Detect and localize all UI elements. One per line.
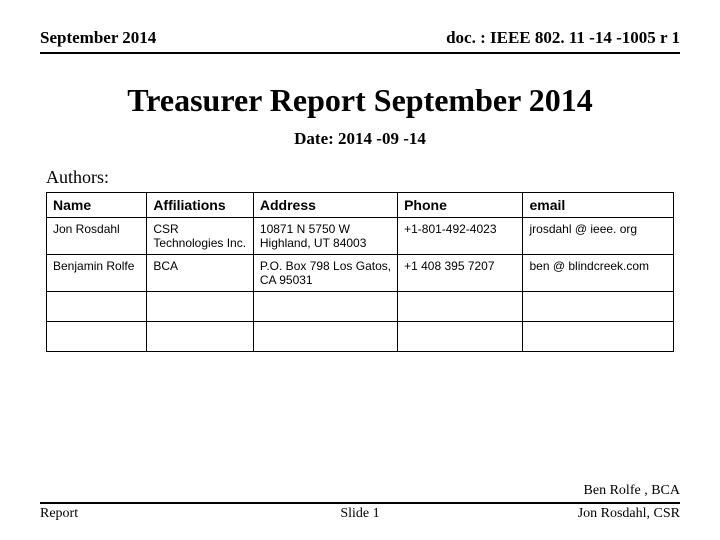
cell-email: [523, 292, 674, 322]
cell-phone: +1-801-492-4023: [398, 218, 523, 255]
col-header-phone: Phone: [398, 193, 523, 218]
footer-credit-2: Jon Rosdahl, CSR: [578, 506, 680, 522]
footer-credits: Ben Rolfe , BCA: [40, 483, 680, 500]
cell-name: Jon Rosdahl: [47, 218, 147, 255]
col-header-email: email: [523, 193, 674, 218]
cell-name: [47, 322, 147, 352]
cell-address: P.O. Box 798 Los Gatos, CA 95031: [253, 255, 397, 292]
header-date: September 2014: [40, 28, 156, 48]
table-header-row: Name Affiliations Address Phone email: [47, 193, 674, 218]
footer-center: Slide 1: [340, 506, 379, 522]
cell-address: 10871 N 5750 W Highland, UT 84003: [253, 218, 397, 255]
cell-address: [253, 322, 397, 352]
footer-credit-1: Ben Rolfe , BCA: [40, 483, 680, 500]
authors-label: Authors:: [46, 167, 720, 188]
footer-left: Report: [40, 506, 78, 522]
col-header-affiliations: Affiliations: [147, 193, 254, 218]
table-row: Benjamin Rolfe BCA P.O. Box 798 Los Gato…: [47, 255, 674, 292]
footer: Ben Rolfe , BCA Report Slide 1 Jon Rosda…: [40, 483, 680, 522]
cell-phone: +1 408 395 7207: [398, 255, 523, 292]
cell-email: [523, 322, 674, 352]
cell-affiliations: CSR Technologies Inc.: [147, 218, 254, 255]
cell-name: [47, 292, 147, 322]
header-doc-number: doc. : IEEE 802. 11 -14 -1005 r 1: [446, 28, 680, 48]
col-header-name: Name: [47, 193, 147, 218]
cell-email: ben @ blindcreek.com: [523, 255, 674, 292]
cell-affiliations: BCA: [147, 255, 254, 292]
page-title: Treasurer Report September 2014: [0, 82, 720, 119]
table-row: [47, 322, 674, 352]
header-row: September 2014 doc. : IEEE 802. 11 -14 -…: [40, 0, 680, 54]
date-line: Date: 2014 -09 -14: [0, 129, 720, 149]
footer-line: Report Slide 1 Jon Rosdahl, CSR: [40, 502, 680, 522]
cell-phone: [398, 292, 523, 322]
cell-phone: [398, 322, 523, 352]
cell-address: [253, 292, 397, 322]
cell-name: Benjamin Rolfe: [47, 255, 147, 292]
cell-email: jrosdahl @ ieee. org: [523, 218, 674, 255]
cell-affiliations: [147, 322, 254, 352]
table-row: [47, 292, 674, 322]
table-row: Jon Rosdahl CSR Technologies Inc. 10871 …: [47, 218, 674, 255]
cell-affiliations: [147, 292, 254, 322]
authors-table: Name Affiliations Address Phone email Jo…: [46, 192, 674, 352]
col-header-address: Address: [253, 193, 397, 218]
